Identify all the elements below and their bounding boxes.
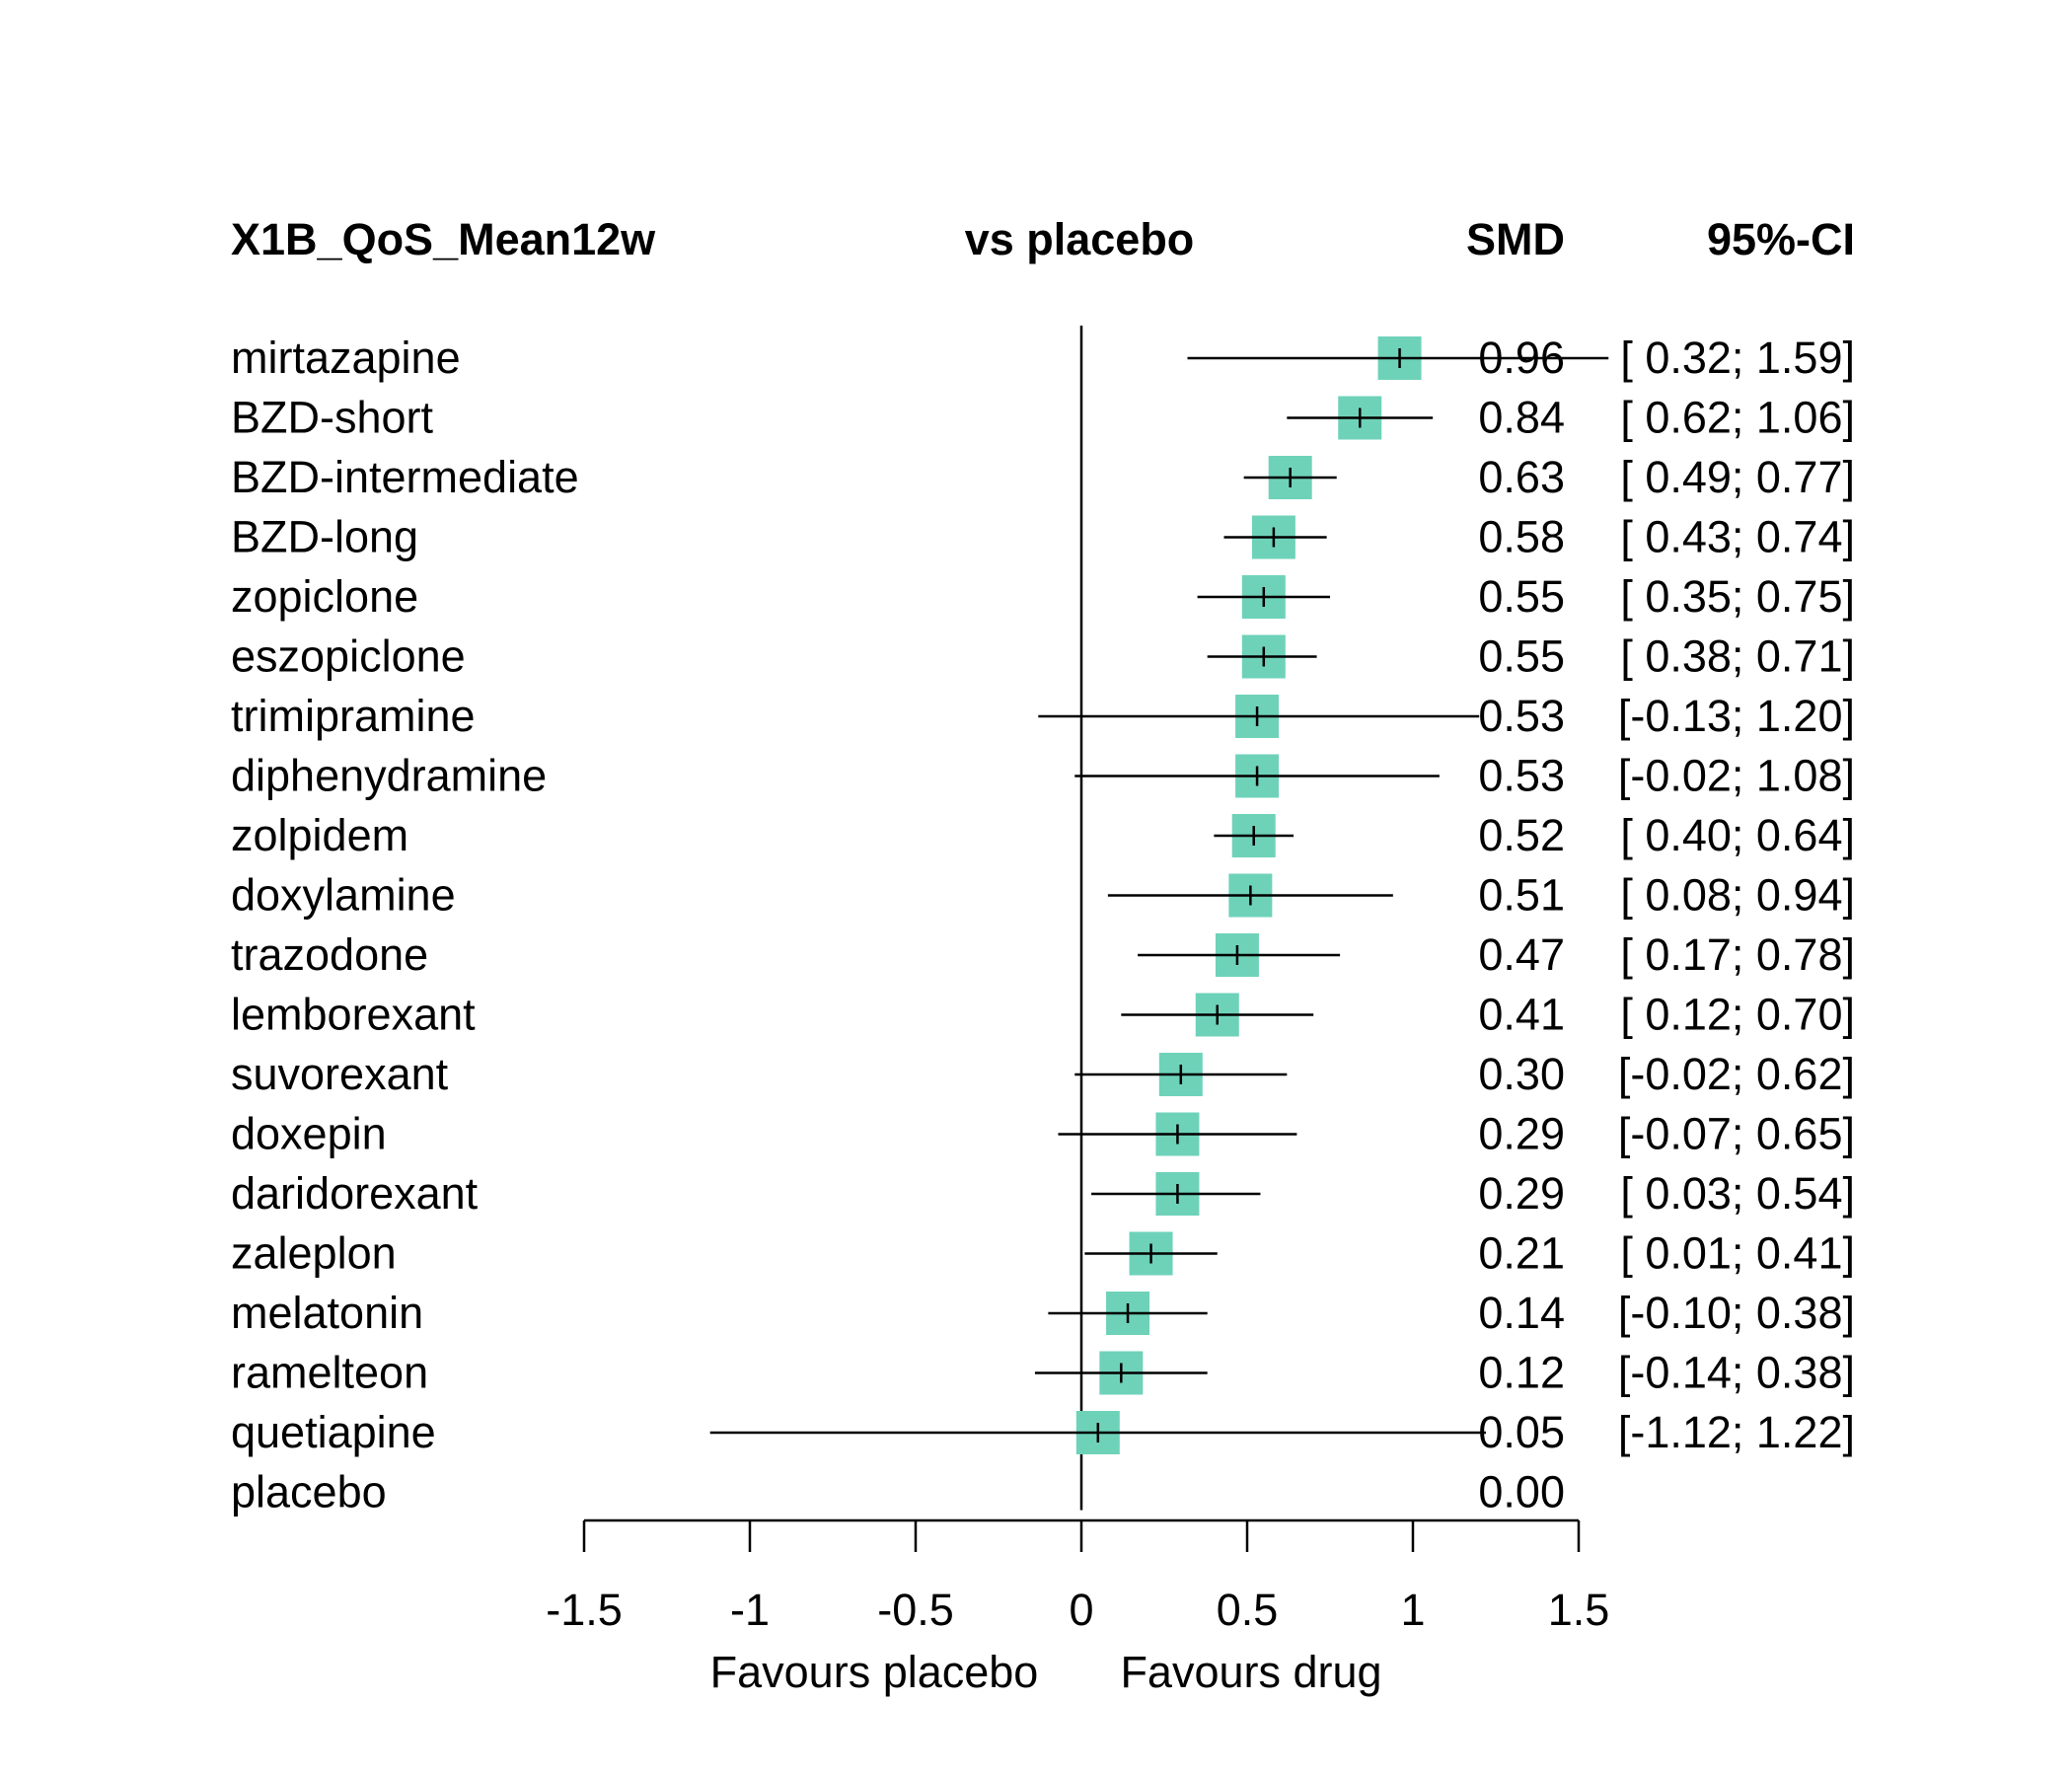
row-ci-value: [ 0.12; 0.70] — [1620, 990, 1855, 1040]
xlabel-left: Favours placebo — [710, 1647, 1039, 1697]
header-ci: 95%-CI — [1707, 214, 1855, 264]
forest-row: lemborexant 0.41 [ 0.12; 0.70] — [231, 990, 1855, 1040]
row-label: mirtazapine — [231, 333, 461, 383]
row-smd-value: 0.52 — [1478, 810, 1565, 860]
row-ci-value: [ 0.62; 1.06] — [1620, 393, 1855, 443]
row-ci-value: [ 0.43; 0.74] — [1620, 512, 1855, 562]
row-label: melatonin — [231, 1288, 423, 1338]
forest-row: BZD-intermediate 0.63 [ 0.49; 0.77] — [231, 452, 1855, 502]
x-tick-label: 0.5 — [1217, 1585, 1279, 1635]
row-smd-value: 0.00 — [1478, 1467, 1565, 1517]
forest-row: quetiapine 0.05 [-1.12; 1.22] — [231, 1407, 1855, 1457]
row-ci-value: [ 0.35; 0.75] — [1620, 571, 1855, 622]
row-smd-value: 0.53 — [1478, 691, 1565, 741]
x-tick-label: 1.5 — [1548, 1585, 1610, 1635]
row-label: daridorexant — [231, 1168, 479, 1219]
rows-layer: mirtazapine 0.96[ 0.32; 1.59] BZD-short 0.8… — [231, 326, 1855, 1517]
row-label: quetiapine — [231, 1407, 436, 1457]
row-label: zaleplon — [231, 1228, 397, 1279]
forest-row: placebo 0.00 — [231, 1467, 1565, 1517]
row-ci-value: [ 0.17; 0.78] — [1620, 929, 1855, 980]
row-label: diphenydramine — [231, 751, 547, 801]
row-ci-value: [ 0.38; 0.71] — [1620, 631, 1855, 682]
forest-row: zolpidem 0.52 [ 0.40; 0.64] — [231, 810, 1855, 860]
row-smd-value: 0.12 — [1478, 1348, 1565, 1398]
x-tick-label: 0 — [1069, 1585, 1093, 1635]
row-ci-value: [-0.02; 1.08] — [1618, 751, 1855, 801]
row-smd-value: 0.47 — [1478, 929, 1565, 980]
row-smd-value: 0.63 — [1478, 452, 1565, 502]
forest-row: daridorexant 0.29 [ 0.03; 0.54] — [231, 1168, 1855, 1219]
header-smd: SMD — [1466, 214, 1565, 264]
row-ci-value: [ 0.40; 0.64] — [1620, 810, 1855, 860]
row-smd-value: 0.29 — [1478, 1109, 1565, 1159]
row-smd-value: 0.14 — [1478, 1288, 1565, 1338]
row-label: placebo — [231, 1467, 387, 1517]
forest-row: suvorexant 0.30 [-0.02; 0.62] — [231, 1049, 1855, 1099]
row-label: zolpidem — [231, 810, 408, 860]
row-smd-value: 0.55 — [1478, 571, 1565, 622]
row-label: BZD-intermediate — [231, 452, 579, 502]
row-label: doxepin — [231, 1109, 387, 1159]
row-ci-value: [ 0.01; 0.41] — [1620, 1228, 1855, 1279]
row-smd-value: 0.53 — [1478, 751, 1565, 801]
row-smd-value: 0.21 — [1478, 1228, 1565, 1279]
row-label: BZD-short — [231, 393, 434, 443]
row-smd-value: 0.30 — [1478, 1049, 1565, 1099]
row-ci-value: [ 0.32; 1.59] — [1620, 333, 1855, 383]
row-smd-value: 0.29 — [1478, 1168, 1565, 1219]
forest-row: doxepin 0.29 [-0.07; 0.65] — [231, 1109, 1855, 1159]
row-label: ramelteon — [231, 1348, 428, 1398]
row-ci-value: [-1.12; 1.22] — [1618, 1407, 1855, 1457]
row-label: trimipramine — [231, 691, 476, 741]
forest-row: trazodone 0.47 [ 0.17; 0.78] — [231, 929, 1855, 980]
x-tick-label: -1.5 — [546, 1585, 623, 1635]
row-ci-value: [ 0.03; 0.54] — [1620, 1168, 1855, 1219]
row-smd-value: 0.58 — [1478, 512, 1565, 562]
forest-row: zaleplon 0.21 [ 0.01; 0.41] — [231, 1228, 1855, 1279]
row-smd-value: 0.05 — [1478, 1407, 1565, 1457]
header-comparison: vs placebo — [965, 214, 1195, 264]
row-ci-value: [ 0.49; 0.77] — [1620, 452, 1855, 502]
row-smd-value: 0.55 — [1478, 631, 1565, 682]
row-ci-value: [-0.02; 0.62] — [1618, 1049, 1855, 1099]
xlabel-right: Favours drug — [1120, 1647, 1381, 1697]
forest-row: BZD-short 0.84 [ 0.62; 1.06] — [231, 393, 1855, 443]
row-label: BZD-long — [231, 512, 418, 562]
forest-row: melatonin 0.14 [-0.10; 0.38] — [231, 1288, 1855, 1338]
row-label: suvorexant — [231, 1049, 449, 1099]
row-smd-value: 0.51 — [1478, 870, 1565, 921]
forest-row: trimipramine 0.53 [-0.13; 1.20] — [231, 691, 1855, 741]
x-axis: -1.5 -1 -0.5 0 0.5 1 1.5 — [546, 1518, 1610, 1635]
forest-row: mirtazapine 0.96[ 0.32; 1.59] — [231, 333, 1855, 383]
row-label: zopiclone — [231, 571, 418, 622]
row-smd-value: 0.84 — [1478, 393, 1565, 443]
forest-row: diphenydramine 0.53 [-0.02; 1.08] — [231, 751, 1855, 801]
forest-row: zopiclone 0.55 [ 0.35; 0.75] — [231, 571, 1855, 622]
row-label: lemborexant — [231, 990, 476, 1040]
row-label: doxylamine — [231, 870, 456, 921]
row-ci-value: [ 0.08; 0.94] — [1620, 870, 1855, 921]
x-tick-label: 1 — [1400, 1585, 1425, 1635]
row-smd-value: 0.41 — [1478, 990, 1565, 1040]
row-label: eszopiclone — [231, 631, 466, 682]
forest-row: BZD-long 0.58 [ 0.43; 0.74] — [231, 512, 1855, 562]
row-ci-value: [-0.07; 0.65] — [1618, 1109, 1855, 1159]
forest-row: eszopiclone 0.55 [ 0.38; 0.71] — [231, 631, 1855, 682]
forest-row: ramelteon 0.12 [-0.14; 0.38] — [231, 1348, 1855, 1398]
x-tick-label: -0.5 — [877, 1585, 954, 1635]
row-ci-value: [-0.14; 0.38] — [1618, 1348, 1855, 1398]
header-outcome: X1B_QoS_Mean12w — [231, 214, 656, 264]
row-ci-value: [-0.13; 1.20] — [1618, 691, 1855, 741]
row-label: trazodone — [231, 929, 428, 980]
forest-row: doxylamine 0.51 [ 0.08; 0.94] — [231, 870, 1855, 921]
row-ci-value: [-0.10; 0.38] — [1618, 1288, 1855, 1338]
x-tick-label: -1 — [730, 1585, 770, 1635]
